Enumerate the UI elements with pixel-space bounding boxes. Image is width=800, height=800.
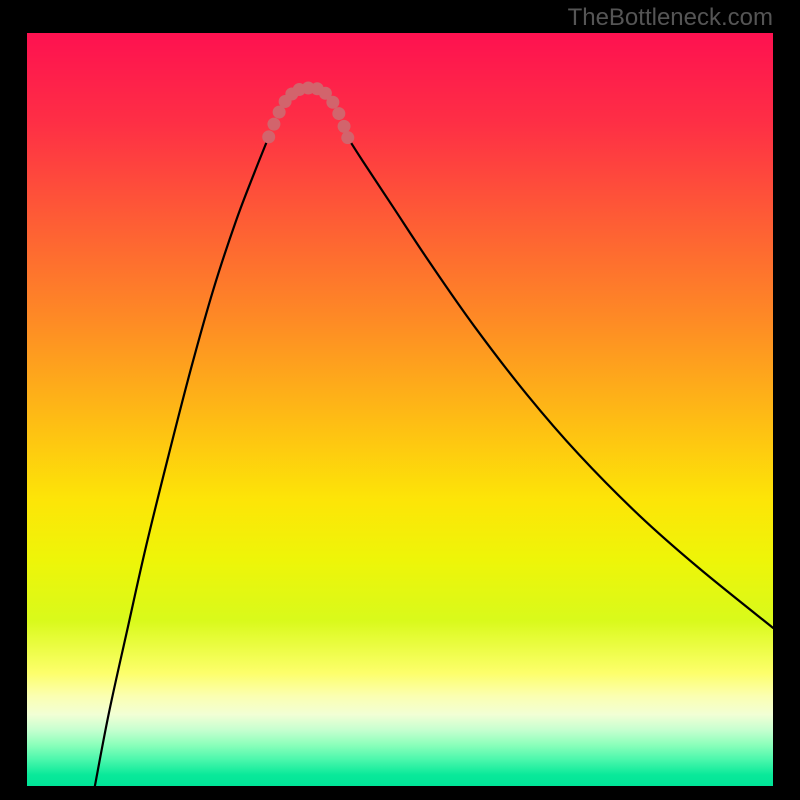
- curve-left: [95, 137, 269, 786]
- curve-right: [348, 138, 773, 628]
- highlight-trough: [262, 81, 354, 144]
- chart-outer-frame: TheBottleneck.com: [0, 0, 800, 800]
- chart-plot-area: [27, 33, 773, 786]
- watermark-text: TheBottleneck.com: [568, 4, 773, 32]
- chart-svg: [27, 33, 773, 786]
